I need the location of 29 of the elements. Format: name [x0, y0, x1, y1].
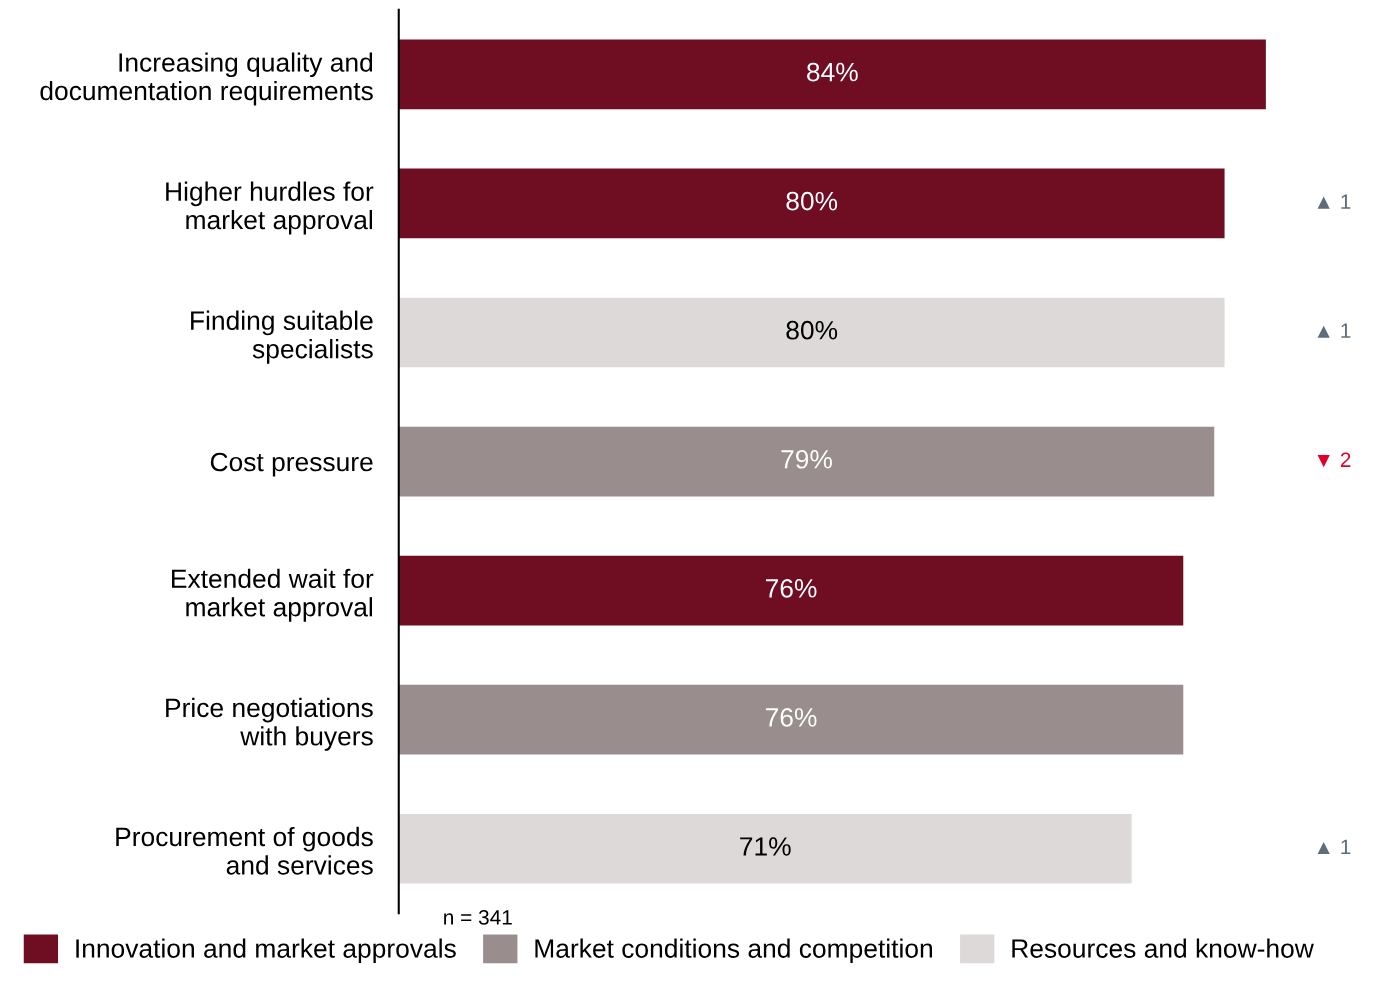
bar — [398, 426, 1215, 497]
y-tick-label: Cost pressure — [210, 452, 373, 477]
bar — [398, 813, 1132, 884]
legend-label: Market conditions and competition — [535, 938, 932, 964]
y-tick-label: Higher hurdles for market approval — [166, 181, 374, 235]
legend-label: Innovation and market approvals — [76, 938, 456, 964]
annotation: n = 341 — [444, 909, 512, 925]
bar — [398, 297, 1225, 368]
y-tick-label: Finding suitable specialists — [191, 310, 373, 364]
y-tick-label: Extended wait for market approval — [172, 568, 374, 622]
bar — [398, 39, 1266, 110]
data-label: 80% — [786, 191, 838, 211]
text: ▲ 1 — [1317, 194, 1351, 209]
data-label: 79% — [781, 449, 832, 469]
text: ▼ 2 — [1317, 452, 1351, 468]
data-label: 71% — [740, 837, 791, 856]
data-label: 80% — [786, 320, 838, 340]
bar — [398, 555, 1184, 626]
data-label: 76% — [765, 708, 817, 727]
legend-label: Resources and know-how — [1012, 938, 1314, 958]
bar — [398, 168, 1225, 239]
bar — [398, 684, 1184, 755]
y-tick-label: Procurement of goods and services — [116, 826, 373, 875]
data-label: 76% — [765, 579, 817, 598]
data-label: 84% — [807, 62, 858, 82]
text: ▲ 1 — [1317, 323, 1351, 338]
text: ▲ 1 — [1317, 839, 1351, 855]
y-tick-label: Price negotiations with buyers — [166, 697, 373, 751]
y-tick-label: Increasing quality and documentation requirements — [40, 52, 373, 106]
